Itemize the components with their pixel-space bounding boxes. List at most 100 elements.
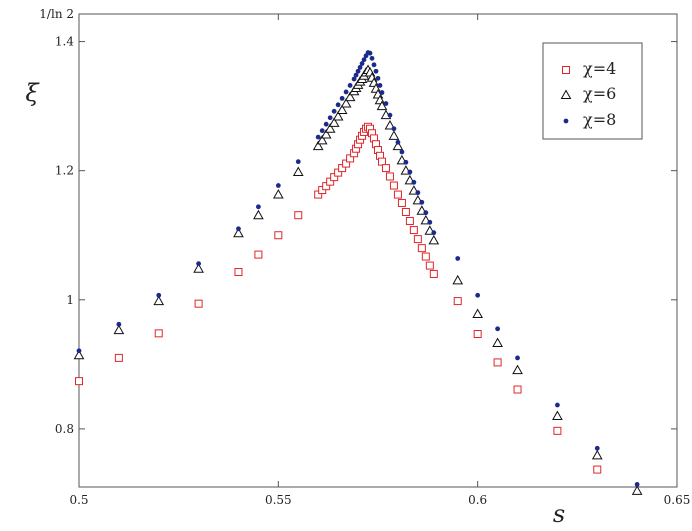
y-tick-label: 0.8 xyxy=(55,422,74,436)
data-point xyxy=(419,199,425,205)
data-point xyxy=(292,166,304,176)
y-axis-label: ξ xyxy=(25,79,40,107)
data-point xyxy=(295,159,301,165)
data-point xyxy=(631,485,643,495)
data-point xyxy=(316,134,328,145)
data-point xyxy=(555,402,560,408)
data-point xyxy=(593,465,602,474)
data-point xyxy=(344,91,356,102)
data-point xyxy=(512,364,523,375)
data-point xyxy=(392,140,404,151)
y-tick-label: 1/ln 2 xyxy=(39,7,74,21)
data-point xyxy=(324,123,336,133)
data-point xyxy=(401,207,410,216)
data-point xyxy=(351,76,357,82)
data-point xyxy=(375,75,381,81)
data-point xyxy=(413,235,422,244)
data-point xyxy=(339,95,345,101)
data-point xyxy=(236,226,241,232)
data-point xyxy=(421,252,430,261)
data-point xyxy=(336,104,348,114)
data-point xyxy=(393,190,402,199)
data-point xyxy=(254,250,263,259)
data-point xyxy=(347,83,353,88)
data-point xyxy=(233,227,244,238)
data-point xyxy=(411,179,417,185)
x-axis-label: s xyxy=(553,500,565,528)
legend: χ=4 χ=6 χ=8 xyxy=(542,42,643,140)
data-point xyxy=(591,449,603,460)
data-point xyxy=(552,410,563,420)
legend-box xyxy=(542,42,643,140)
data-point xyxy=(377,157,386,166)
data-point xyxy=(332,110,344,121)
data-point xyxy=(473,330,482,339)
data-point xyxy=(355,68,361,74)
data-point xyxy=(359,61,365,66)
x-tick-label: 0.65 xyxy=(664,493,691,507)
data-point xyxy=(379,90,385,95)
data-point xyxy=(312,140,324,151)
data-point xyxy=(76,348,82,354)
data-point xyxy=(116,321,122,327)
data-point xyxy=(274,231,283,240)
data-point xyxy=(634,482,640,487)
data-point xyxy=(407,169,413,175)
data-point xyxy=(193,263,204,273)
data-point xyxy=(553,426,562,435)
data-point xyxy=(515,355,520,361)
data-point xyxy=(417,244,426,253)
y-tick-label: 1 xyxy=(66,293,74,307)
data-point xyxy=(114,353,123,362)
data-point xyxy=(495,326,500,332)
data-point xyxy=(272,189,284,199)
data-point xyxy=(475,292,481,298)
data-point xyxy=(415,190,421,196)
y-tick-label: 1.2 xyxy=(55,164,74,178)
data-point xyxy=(381,164,390,173)
data-point xyxy=(335,102,341,108)
x-tick-label: 0.6 xyxy=(468,493,487,507)
data-point xyxy=(395,139,401,145)
data-point xyxy=(397,198,406,207)
series-1 xyxy=(75,122,602,474)
data-point xyxy=(472,308,484,318)
y-tick-label: 1.4 xyxy=(55,35,74,49)
data-point xyxy=(328,117,340,127)
data-point xyxy=(253,209,264,220)
data-point xyxy=(594,445,600,451)
data-point xyxy=(427,219,433,225)
data-point xyxy=(367,50,373,56)
data-point xyxy=(385,172,394,181)
data-point xyxy=(353,72,359,78)
data-point xyxy=(373,68,379,74)
data-point xyxy=(327,115,333,121)
data-point xyxy=(113,324,125,335)
legend-label-chi4: χ=4 xyxy=(583,59,616,78)
data-point xyxy=(371,62,377,68)
data-point xyxy=(455,256,461,261)
data-point xyxy=(423,210,429,216)
data-point xyxy=(425,261,434,270)
data-point xyxy=(428,234,440,245)
data-point xyxy=(256,204,261,210)
data-point xyxy=(73,349,85,360)
data-point xyxy=(331,108,337,114)
data-point xyxy=(323,121,329,127)
data-point xyxy=(405,217,414,226)
data-point xyxy=(369,55,375,61)
data-point xyxy=(340,98,352,108)
plot-frame xyxy=(78,13,678,488)
legend-marker xyxy=(562,66,570,74)
data-point xyxy=(453,297,462,306)
data-point xyxy=(452,274,464,285)
data-point xyxy=(409,226,418,235)
legend-marker xyxy=(560,89,572,99)
data-point xyxy=(391,126,397,132)
data-point xyxy=(429,269,438,278)
data-point xyxy=(377,83,383,88)
data-point xyxy=(154,329,163,338)
data-point xyxy=(431,230,437,236)
data-point xyxy=(75,377,83,386)
